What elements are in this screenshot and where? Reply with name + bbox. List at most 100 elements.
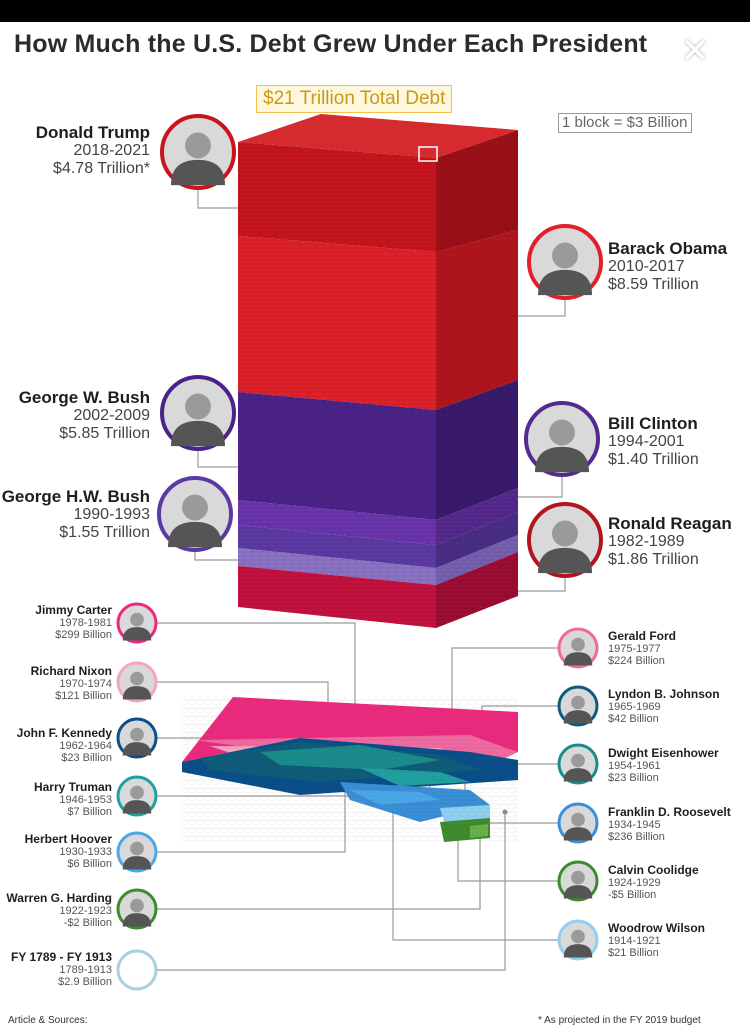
footer-note: * As projected in the FY 2019 budget: [538, 1015, 701, 1026]
connector-fy-1789-fy-1913: [156, 812, 506, 971]
lower-slab: [182, 697, 518, 842]
name-hwbush: George H.W. Bush: [1, 487, 150, 506]
name-obama: Barack Obama: [608, 239, 728, 258]
top-status-bar: [0, 0, 750, 22]
amount-gwbush: $5.85 Trillion: [59, 425, 150, 442]
tower-top: [238, 114, 518, 158]
years-coolidge: 1924-1929: [608, 877, 661, 889]
block-legend: 1 block = $3 Billion: [558, 113, 692, 133]
label-trump: Donald Trump 2018-2021 $4.78 Trillion*: [36, 123, 150, 178]
label-eisenhower: Dwight Eisenhower 1954-1961 $23 Billion: [608, 746, 719, 785]
years-wilson: 1914-1921: [608, 935, 661, 947]
label-kennedy: John F. Kennedy 1962-1964 $23 Billion: [16, 726, 112, 765]
portrait-fy-1789-fy-1913: [116, 949, 158, 991]
block-marker: [418, 146, 438, 162]
label-hoover: Herbert Hoover 1930-1933 $6 Billion: [24, 832, 112, 871]
name-wilson: Woodrow Wilson: [608, 921, 705, 935]
label-obama: Barack Obama 2010-2017 $8.59 Trillion: [608, 239, 727, 294]
portrait-dwight-eisenhower: [557, 743, 599, 785]
name-eisenhower: Dwight Eisenhower: [608, 746, 719, 760]
amount-coolidge: -$5 Billion: [608, 889, 657, 901]
years-obama: 2010-2017: [608, 258, 685, 275]
name-reagan: Ronald Reagan: [608, 514, 732, 533]
close-icon[interactable]: ✕: [680, 32, 710, 70]
portrait-barack-obama: [527, 224, 603, 300]
portrait-gerald-ford: [557, 627, 599, 669]
connector-warren-g-harding: [156, 830, 481, 910]
name-kennedy: John F. Kennedy: [16, 726, 112, 740]
portrait-donald-trump: [160, 114, 236, 190]
years-hoover: 1930-1933: [59, 846, 112, 858]
years-early: 1789-1913: [59, 964, 112, 976]
portrait-franklin-d-roosevelt: [557, 802, 599, 844]
amount-hoover: $6 Billion: [67, 858, 112, 870]
label-nixon: Richard Nixon 1970-1974 $121 Billion: [30, 664, 112, 703]
amount-trump: $4.78 Trillion*: [53, 160, 150, 177]
years-hwbush: 1990-1993: [73, 506, 150, 523]
amount-clinton: $1.40 Trillion: [608, 451, 699, 468]
name-lbj: Lyndon B. Johnson: [608, 687, 720, 701]
label-clinton: Bill Clinton 1994-2001 $1.40 Trillion: [608, 414, 699, 469]
label-fdr: Franklin D. Roosevelt 1934-1945 $236 Bil…: [608, 805, 731, 844]
label-wilson: Woodrow Wilson 1914-1921 $21 Billion: [608, 921, 705, 960]
years-reagan: 1982-1989: [608, 533, 685, 550]
amount-lbj: $42 Billion: [608, 713, 659, 725]
portrait-richard-nixon: [116, 661, 158, 703]
name-hoover: Herbert Hoover: [24, 832, 112, 846]
portrait-warren-g-harding: [116, 888, 158, 930]
amount-ford: $224 Billion: [608, 655, 665, 667]
chart-title: How Much the U.S. Debt Grew Under Each P…: [14, 30, 648, 58]
portrait-george-h-w-bush: [157, 476, 233, 552]
amount-fdr: $236 Billion: [608, 831, 665, 843]
debt-tower: [238, 114, 518, 628]
name-trump: Donald Trump: [35, 123, 150, 142]
name-fdr: Franklin D. Roosevelt: [608, 805, 731, 819]
amount-reagan: $1.86 Trillion: [608, 551, 699, 568]
portrait-jimmy-carter: [116, 602, 158, 644]
name-truman: Harry Truman: [33, 780, 112, 794]
amount-hwbush: $1.55 Trillion: [59, 524, 150, 541]
label-truman: Harry Truman 1946-1953 $7 Billion: [33, 780, 112, 819]
years-trump: 2018-2021: [73, 142, 150, 159]
name-nixon: Richard Nixon: [30, 664, 112, 678]
amount-kennedy: $23 Billion: [61, 752, 112, 764]
portraits: [116, 114, 603, 991]
portrait-john-f-kennedy: [116, 717, 158, 759]
years-gwbush: 2002-2009: [73, 407, 150, 424]
connector-calvin-coolidge: [457, 832, 559, 882]
years-harding: 1922-1923: [59, 905, 112, 917]
label-hwbush: George H.W. Bush 1990-1993 $1.55 Trillio…: [2, 487, 150, 542]
portrait-ronald-reagan: [527, 502, 603, 578]
years-lbj: 1965-1969: [608, 701, 661, 713]
portrait-herbert-hoover: [116, 831, 158, 873]
amount-eisenhower: $23 Billion: [608, 772, 659, 784]
name-ford: Gerald Ford: [608, 629, 677, 643]
footer-sources[interactable]: Article & Sources:: [8, 1015, 88, 1026]
label-gwbush: George W. Bush 2002-2009 $5.85 Trillion: [19, 388, 150, 443]
portrait-calvin-coolidge: [557, 860, 599, 902]
total-debt-label: $21 Trillion Total Debt: [256, 85, 453, 113]
label-ford: Gerald Ford 1975-1977 $224 Billion: [608, 629, 677, 668]
label-early: FY 1789 - FY 1913 1789-1913 $2.9 Billion: [11, 950, 112, 989]
connector-bill-clinton: [508, 475, 563, 498]
years-truman: 1946-1953: [59, 794, 112, 806]
name-harding: Warren G. Harding: [6, 891, 112, 905]
name-gwbush: George W. Bush: [18, 388, 150, 407]
label-harding: Warren G. Harding 1922-1923 -$2 Billion: [6, 891, 112, 930]
label-reagan: Ronald Reagan 1982-1989 $1.86 Trillion: [608, 514, 732, 569]
years-kennedy: 1962-1964: [59, 740, 112, 752]
years-clinton: 1994-2001: [608, 433, 685, 450]
amount-nixon: $121 Billion: [55, 690, 112, 702]
years-nixon: 1970-1974: [59, 678, 112, 690]
amount-harding: -$2 Billion: [63, 917, 112, 929]
name-early: FY 1789 - FY 1913: [11, 950, 112, 964]
portrait-lyndon-b-johnson: [557, 685, 599, 727]
portrait-bill-clinton: [524, 401, 600, 477]
amount-wilson: $21 Billion: [608, 947, 659, 959]
portrait-george-w-bush: [160, 375, 236, 451]
connector-woodrow-wilson: [392, 798, 559, 941]
amount-early: $2.9 Billion: [58, 976, 112, 988]
label-coolidge: Calvin Coolidge 1924-1929 -$5 Billion: [608, 864, 699, 902]
label-lbj: Lyndon B. Johnson 1965-1969 $42 Billion: [608, 687, 720, 726]
